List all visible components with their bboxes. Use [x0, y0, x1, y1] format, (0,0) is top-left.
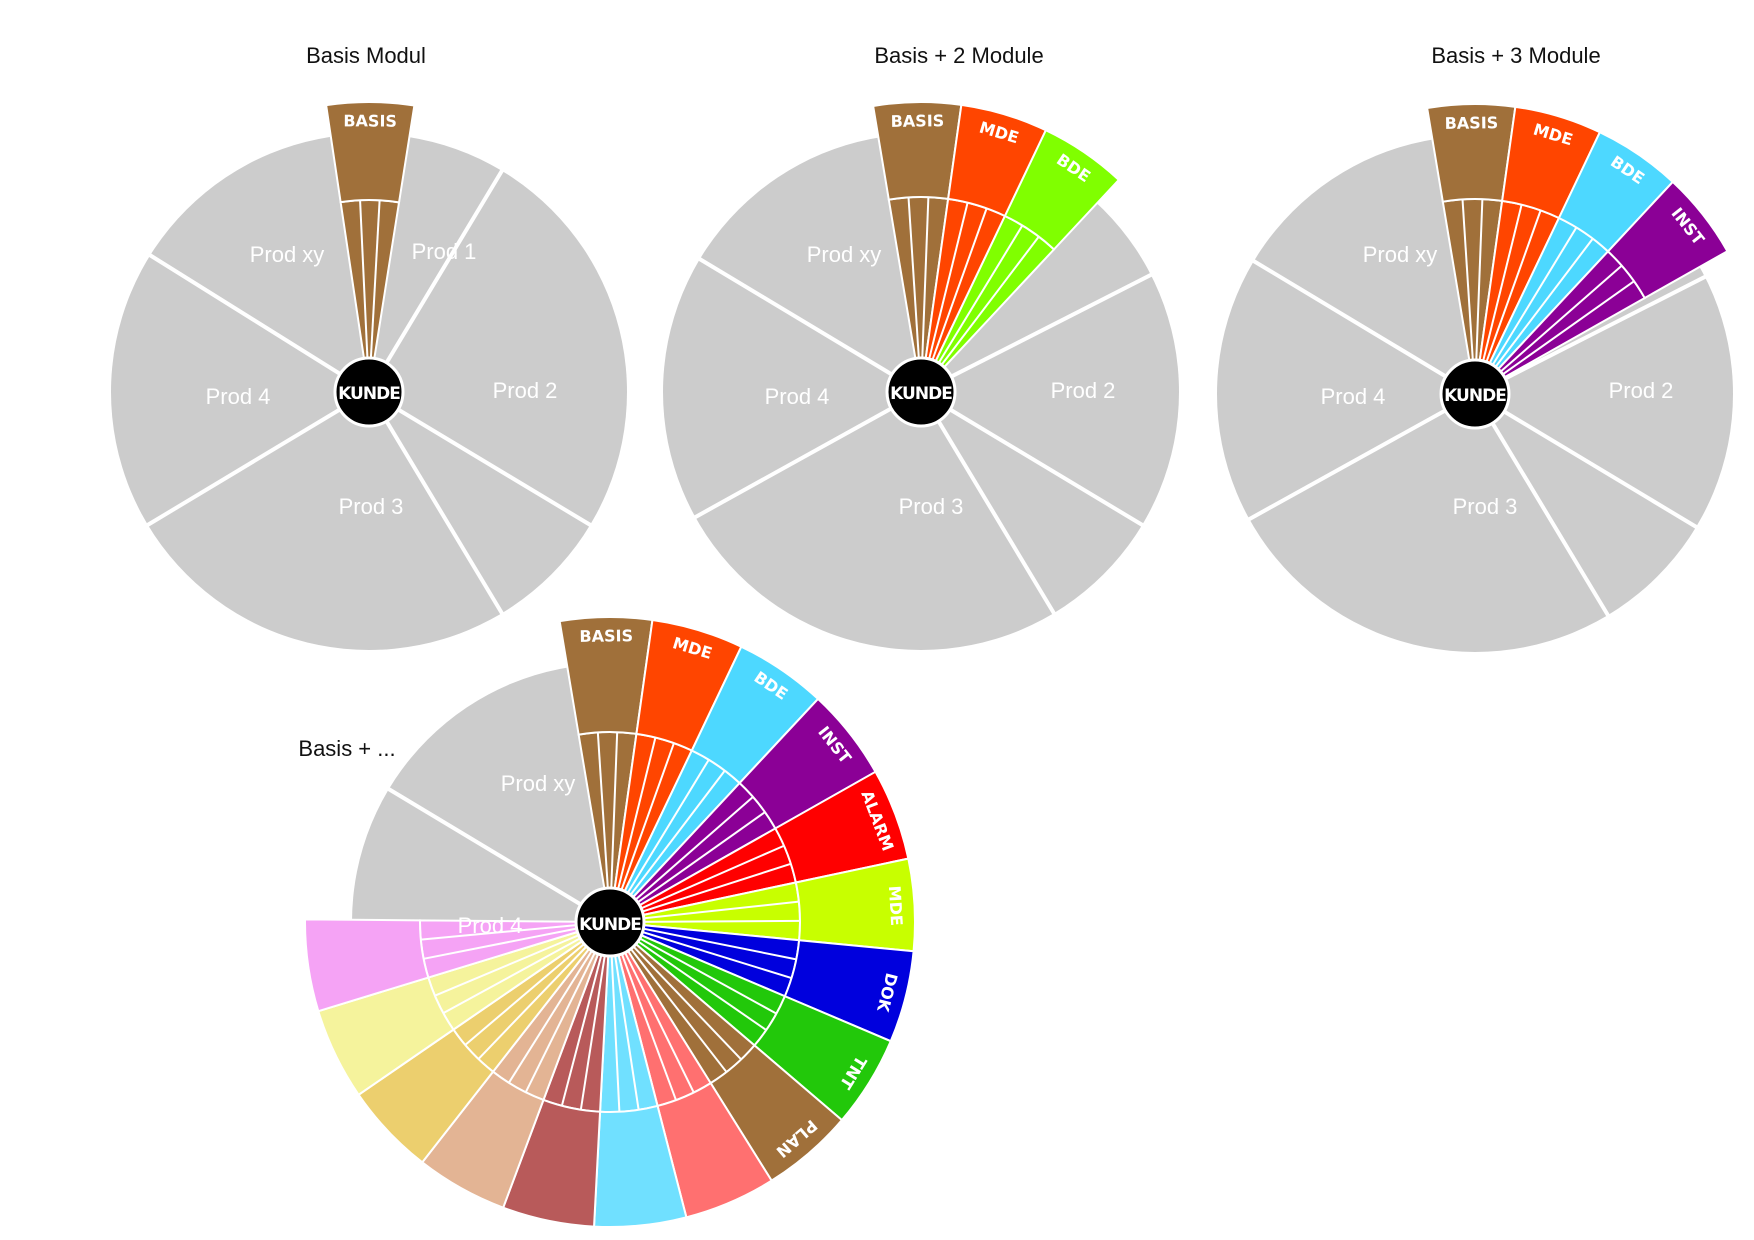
hub-label-kunde: KUNDE	[890, 384, 952, 404]
module-wedge-dok: DOK	[609, 921, 915, 1043]
product-label-prod-2: Prod 2	[1609, 378, 1674, 403]
product-label-prod-xy: Prod xy	[1363, 242, 1438, 267]
product-separator	[697, 256, 923, 394]
module-wedge-basis: BASIS	[324, 101, 416, 393]
product-separator	[919, 390, 1145, 528]
module-wedge-unlabeled	[304, 918, 611, 1013]
product-separator	[693, 390, 922, 520]
product-label-prod-xy: Prod xy	[501, 771, 576, 796]
product-label-prod-1: Prod 1	[412, 239, 477, 264]
product-label-prod-4: Prod 4	[1321, 384, 1386, 409]
module-wedge-alarm: ALARM	[609, 770, 910, 923]
wheel-basis-modul: BASIS Basis Modul Prod xy Prod 1 Prod 2 Prod…	[111, 43, 627, 650]
module-wedge-mde: MDE	[920, 103, 1048, 393]
product-separator	[367, 168, 505, 394]
module-band	[324, 101, 416, 204]
product-separator	[1251, 258, 1477, 396]
product-separator	[145, 390, 371, 528]
hub-circle	[574, 886, 646, 958]
product-separator	[1247, 392, 1476, 522]
module-wedge-mde: MDE	[609, 618, 743, 923]
hub-circle	[885, 356, 957, 428]
hub-label-kunde: KUNDE	[338, 384, 400, 404]
product-label-prod-3: Prod 3	[1453, 494, 1518, 519]
module-label-basis: BASIS	[1445, 113, 1499, 133]
product-separator	[386, 786, 612, 924]
product-separator	[1474, 274, 1707, 396]
hub-label-kunde: KUNDE	[1444, 386, 1506, 406]
product-label-prod-xy: Prod xy	[807, 242, 882, 267]
product-separator	[367, 390, 593, 528]
hub-circle	[333, 356, 405, 428]
module-wedge-tnt: TNT	[609, 921, 893, 1122]
product-label-prod-4: Prod 4	[458, 913, 523, 938]
product-separator	[367, 390, 505, 616]
product-separator	[1473, 392, 1611, 618]
module-wedge-bde: BDE	[609, 645, 820, 923]
module-wedge-bde: BDE	[920, 128, 1121, 393]
hub-label-kunde: KUNDE	[579, 915, 641, 935]
product-label-prod-2: Prod 2	[493, 378, 558, 403]
product-separator	[919, 390, 1057, 616]
module-wedge-basis: BASIS	[558, 616, 654, 923]
module-label-mde: MDE	[885, 885, 906, 926]
product-label-prod-2: Prod 2	[1051, 378, 1116, 403]
module-label-basis: BASIS	[891, 111, 945, 131]
wheel-title: Basis + 2 Module	[874, 43, 1043, 68]
product-label-prod-4: Prod 4	[206, 384, 271, 409]
wheel-title: Basis + ...	[298, 736, 395, 761]
module-wedge-unlabeled	[501, 921, 611, 1228]
module-wedge-unlabeled	[317, 921, 611, 1097]
product-separator	[148, 253, 371, 394]
module-label-basis: BASIS	[343, 111, 397, 130]
product-separator	[920, 272, 1153, 394]
module-wedge-bde: BDE	[1474, 130, 1675, 395]
product-label-prod-4: Prod 4	[765, 384, 830, 409]
module-wedge-plan: PLAN	[609, 921, 844, 1183]
product-label-prod-3: Prod 3	[339, 494, 404, 519]
module-band	[1003, 128, 1121, 251]
product-separator	[1473, 392, 1699, 530]
product-label-prod-3: Prod 3	[899, 494, 964, 519]
hub-circle	[1439, 358, 1511, 430]
wheel-title: Basis Modul	[306, 43, 426, 68]
module-wedge-inst: INST	[609, 697, 877, 923]
module-band	[1606, 180, 1729, 300]
wheel-title: Basis + 3 Module	[1431, 43, 1600, 68]
module-wedge-unlabeled	[420, 921, 611, 1209]
product-label-prod-xy: Prod xy	[250, 242, 325, 267]
module-label-basis: BASIS	[579, 626, 633, 646]
module-band	[304, 918, 430, 1013]
